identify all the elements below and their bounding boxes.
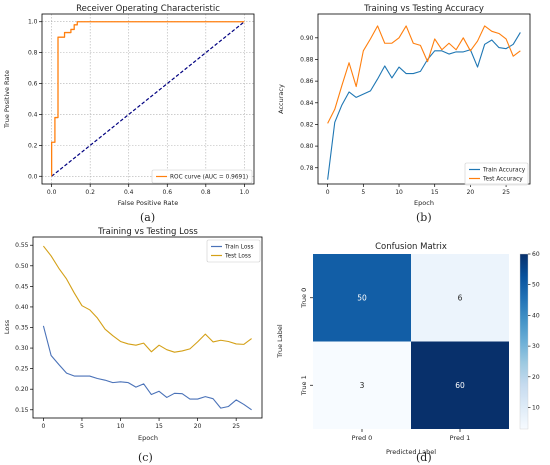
accuracy-legend-label: Train Accuracy <box>482 168 526 174</box>
confusion-cell <box>411 254 509 342</box>
loss-xtick-label: 0 <box>41 423 45 430</box>
loss-ylabel: Loss <box>3 319 11 334</box>
accuracy-ytick-label: 0.84 <box>300 100 314 107</box>
accuracy-legend-label: Test Accuracy <box>482 177 523 183</box>
colorbar-tick-label: 50 <box>532 282 540 289</box>
confusion-ylabel: True Label <box>276 324 284 359</box>
accuracy-xlabel: Epoch <box>414 199 434 207</box>
confusion-cell-value: 3 <box>360 381 365 390</box>
loss-xtick-label: 10 <box>117 423 125 430</box>
roc-ytick-label: 0.4 <box>28 111 38 118</box>
roc-xtick-label: 0.6 <box>162 189 172 196</box>
accuracy-xtick-label: 20 <box>467 189 475 196</box>
loss-ytick-label: 0.45 <box>15 283 29 290</box>
accuracy-series-line-1 <box>327 25 521 124</box>
confusion-ytick-label: True 1 <box>300 375 308 396</box>
roc-curve-line <box>50 21 245 177</box>
accuracy-title: Training vs Testing Accuracy <box>363 4 484 14</box>
loss-ytick-label: 0.25 <box>15 366 29 373</box>
roc-ytick-label: 0.6 <box>28 81 38 88</box>
loss-ytick-label: 0.30 <box>15 345 29 352</box>
accuracy-ytick-label: 0.88 <box>300 56 314 63</box>
confusion-xlabel: Predicted Label <box>386 448 436 456</box>
loss-ytick-label: 0.55 <box>15 242 29 249</box>
panel-label-c: (c) <box>138 451 153 464</box>
colorbar-tick-label: 30 <box>532 343 540 350</box>
confusion-ytick-label: True 0 <box>300 288 308 309</box>
loss-title: Training vs Testing Loss <box>97 227 198 237</box>
loss-series-line-0 <box>42 325 252 411</box>
accuracy-axes-frame <box>317 13 531 185</box>
roc-ytick-label: 0.0 <box>28 173 38 180</box>
roc-title: Receiver Operating Characteristic <box>76 4 220 14</box>
roc-legend-label: ROC curve (AUC = 0.9691) <box>170 175 248 181</box>
loss-axes-frame <box>32 236 263 419</box>
colorbar-tick-label: 10 <box>532 405 540 412</box>
confusion-cell <box>313 341 411 429</box>
loss-series-line-1 <box>42 245 252 353</box>
confusion-cell <box>313 254 411 342</box>
accuracy-xtick-label: 10 <box>395 189 403 196</box>
roc-chart: 0.0 0.2 0.4 0.6 0.8 1.0 0.0 0.2 0.4 0.6 0.8 1.0 Rece… <box>3 4 255 207</box>
confusion-cell-value: 50 <box>357 293 367 302</box>
roc-axes-frame <box>41 13 255 185</box>
confusion-cell-value: 6 <box>458 293 463 302</box>
roc-xtick-label: 1.0 <box>240 189 250 196</box>
loss-xtick-label: 25 <box>232 423 240 430</box>
loss-xtick-label: 15 <box>155 423 163 430</box>
accuracy-xtick-label: 5 <box>361 189 365 196</box>
colorbar-tick-label: 60 <box>532 251 540 258</box>
accuracy-xtick-label: 15 <box>431 189 439 196</box>
loss-ytick-label: 0.35 <box>15 325 29 332</box>
confusion-cell-value: 60 <box>455 381 465 390</box>
roc-ytick-label: 0.8 <box>28 50 38 57</box>
roc-xlabel: False Positive Rate <box>118 199 178 207</box>
accuracy-ytick-label: 0.80 <box>300 143 314 150</box>
confusion-cell <box>411 341 509 429</box>
loss-legend-label: Test Loss <box>224 254 251 260</box>
roc-xtick-label: 0.2 <box>85 189 95 196</box>
roc-xtick-label: 0.0 <box>47 189 57 196</box>
panel-label-b: (b) <box>416 211 432 224</box>
loss-xlabel: Epoch <box>138 434 158 442</box>
roc-ylabel: True Positive Rate <box>3 70 11 129</box>
colorbar-tick-label: 20 <box>532 374 540 381</box>
accuracy-xtick-label: 25 <box>502 189 510 196</box>
confusion-matrix-chart: 50 6 3 60 Pred 0 Pred 1 True 0 True 1 Confusion … <box>276 242 540 456</box>
loss-legend-label: Train Loss <box>224 245 253 251</box>
roc-ytick-label: 0.2 <box>28 142 38 149</box>
roc-legend <box>151 169 253 184</box>
loss-xtick-label: 20 <box>194 423 202 430</box>
loss-chart: 0 5 10 15 20 25 0.15 0.20 0.25 0.30 0.35 0.40 0.45 0.… <box>3 227 263 442</box>
loss-legend <box>206 239 261 263</box>
panel-label-d: (d) <box>416 451 432 464</box>
loss-ytick-label: 0.40 <box>15 304 29 311</box>
roc-ytick-label: 1.0 <box>28 19 38 26</box>
loss-ytick-label: 0.50 <box>15 263 29 270</box>
accuracy-ytick-label: 0.78 <box>300 165 314 172</box>
colorbar <box>519 253 529 430</box>
accuracy-ytick-label: 0.90 <box>300 35 314 42</box>
accuracy-ylabel: Accuracy <box>277 84 285 114</box>
accuracy-ytick-label: 0.86 <box>300 78 314 85</box>
roc-chance-line <box>51 21 245 177</box>
accuracy-xtick-label: 0 <box>326 189 330 196</box>
accuracy-ytick-label: 0.82 <box>300 121 314 128</box>
confusion-xtick-label: Pred 1 <box>450 434 471 442</box>
accuracy-chart: 0 5 10 15 20 25 0.78 0.80 0.82 0.84 0.86 0.88 0.90 Tr… <box>277 4 531 207</box>
accuracy-series-line-0 <box>327 32 521 180</box>
accuracy-legend <box>464 162 529 186</box>
panel-label-a: (a) <box>140 211 155 224</box>
roc-xtick-label: 0.4 <box>124 189 134 196</box>
colorbar-tick-label: 40 <box>532 312 540 319</box>
loss-ytick-label: 0.20 <box>15 386 29 393</box>
loss-ytick-label: 0.15 <box>15 407 29 414</box>
confusion-xtick-label: Pred 0 <box>352 434 373 442</box>
confusion-title: Confusion Matrix <box>375 242 447 252</box>
loss-xtick-label: 5 <box>80 423 84 430</box>
roc-xtick-label: 0.8 <box>201 189 211 196</box>
